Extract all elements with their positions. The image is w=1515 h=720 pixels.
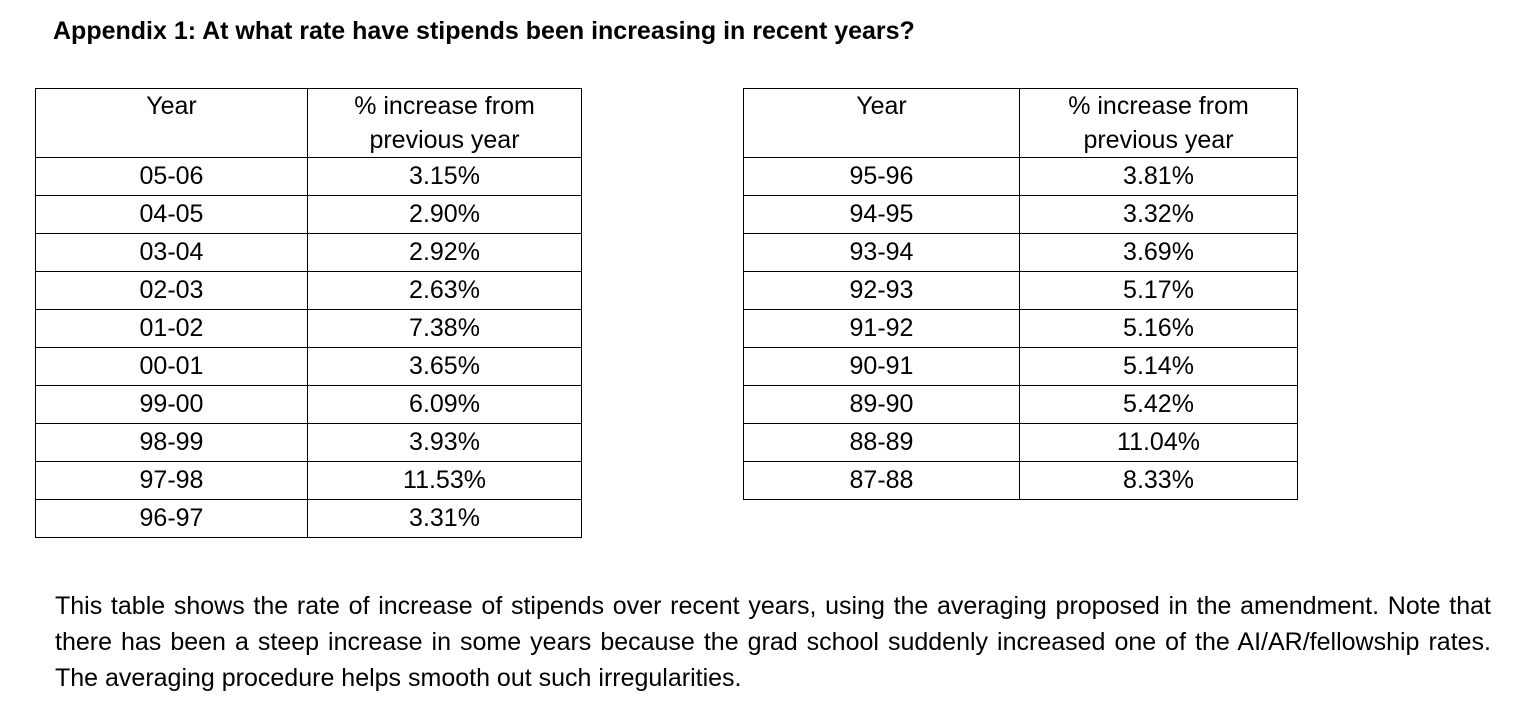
year-cell: 96-97 [35, 499, 308, 538]
year-cell: 94-95 [743, 195, 1020, 234]
pct-increase-cell: 2.90% [307, 195, 582, 234]
pct-increase-cell: 3.93% [307, 423, 582, 462]
column-header-pct-increase: % increase from previous year [307, 88, 582, 158]
pct-increase-cell: 11.04% [1019, 423, 1298, 462]
pct-increase-cell: 3.31% [307, 499, 582, 538]
pct-increase-cell: 3.15% [307, 157, 582, 196]
year-cell: 04-05 [35, 195, 308, 234]
table-body: 95-96 3.81% 94-95 3.32% 93-94 3.69% 92-93 5.17%… [743, 157, 1298, 500]
year-cell: 92-93 [743, 271, 1020, 310]
year-cell: 03-04 [35, 233, 308, 272]
year-cell: 00-01 [35, 347, 308, 386]
pct-increase-cell: 6.09% [307, 385, 582, 424]
year-cell: 93-94 [743, 233, 1020, 272]
year-cell: 97-98 [35, 461, 308, 500]
table-row: 97-98 11.53% [35, 461, 582, 500]
year-cell: 95-96 [743, 157, 1020, 196]
pct-increase-cell: 3.81% [1019, 157, 1298, 196]
table-row: 87-88 8.33% [743, 461, 1298, 500]
page-heading: Appendix 1: At what rate have stipends b… [53, 17, 915, 45]
pct-increase-cell: 5.42% [1019, 385, 1298, 424]
pct-increase-cell: 3.32% [1019, 195, 1298, 234]
pct-increase-cell: 5.16% [1019, 309, 1298, 348]
year-cell: 02-03 [35, 271, 308, 310]
pct-increase-cell: 3.69% [1019, 233, 1298, 272]
pct-increase-cell: 2.92% [307, 233, 582, 272]
table-row: 90-91 5.14% [743, 347, 1298, 386]
table-row: 98-99 3.93% [35, 423, 582, 462]
pct-increase-cell: 3.65% [307, 347, 582, 386]
pct-increase-cell: 11.53% [307, 461, 582, 500]
pct-increase-cell: 2.63% [307, 271, 582, 310]
table-row: 02-03 2.63% [35, 271, 582, 310]
column-header-pct-increase: % increase from previous year [1019, 88, 1298, 158]
table-row: 99-00 6.09% [35, 385, 582, 424]
table-row: 96-97 3.31% [35, 499, 582, 538]
pct-increase-cell: 5.14% [1019, 347, 1298, 386]
year-cell: 98-99 [35, 423, 308, 462]
stipend-table-right: Year % increase from previous year 95-96… [743, 88, 1298, 500]
column-header-year: Year [35, 88, 308, 158]
table-header-row: Year % increase from previous year [35, 88, 582, 158]
pct-increase-cell: 7.38% [307, 309, 582, 348]
table-row: 03-04 2.92% [35, 233, 582, 272]
year-cell: 90-91 [743, 347, 1020, 386]
table-row: 89-90 5.42% [743, 385, 1298, 424]
table-row: 91-92 5.16% [743, 309, 1298, 348]
year-cell: 89-90 [743, 385, 1020, 424]
table-body: 05-06 3.15% 04-05 2.90% 03-04 2.92% 02-03 2.63%… [35, 157, 582, 538]
table-row: 05-06 3.15% [35, 157, 582, 196]
table-row: 94-95 3.32% [743, 195, 1298, 234]
pct-increase-cell: 8.33% [1019, 461, 1298, 500]
table-row: 01-02 7.38% [35, 309, 582, 348]
explanatory-note: This table shows the rate of increase of… [55, 592, 1491, 692]
year-cell: 87-88 [743, 461, 1020, 500]
table-row: 04-05 2.90% [35, 195, 582, 234]
year-cell: 91-92 [743, 309, 1020, 348]
column-header-year: Year [743, 88, 1020, 158]
pct-increase-cell: 5.17% [1019, 271, 1298, 310]
table-header-row: Year % increase from previous year [743, 88, 1298, 158]
year-cell: 01-02 [35, 309, 308, 348]
table-row: 00-01 3.65% [35, 347, 582, 386]
stipend-table-left: Year % increase from previous year 05-06… [35, 88, 582, 538]
table-row: 88-89 11.04% [743, 423, 1298, 462]
year-cell: 05-06 [35, 157, 308, 196]
table-row: 93-94 3.69% [743, 233, 1298, 272]
table-row: 92-93 5.17% [743, 271, 1298, 310]
table-row: 95-96 3.81% [743, 157, 1298, 196]
year-cell: 88-89 [743, 423, 1020, 462]
year-cell: 99-00 [35, 385, 308, 424]
